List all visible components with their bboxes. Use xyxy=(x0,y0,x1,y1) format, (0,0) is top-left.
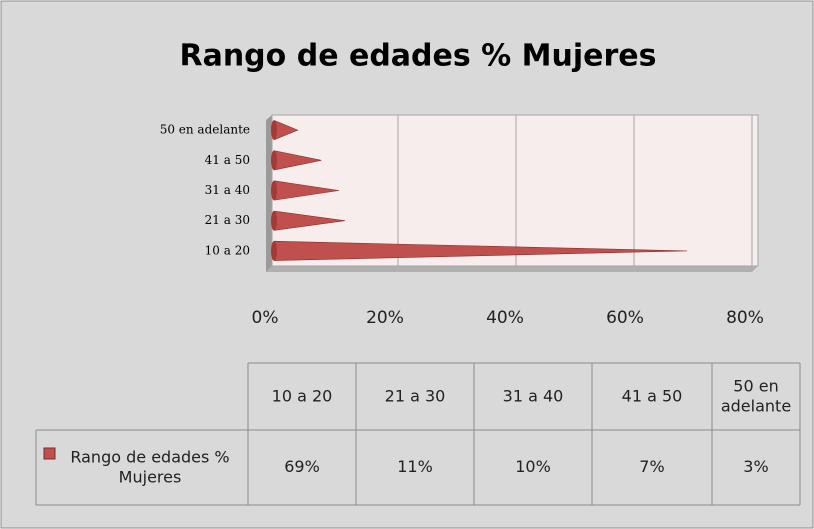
table-value: 11% xyxy=(397,457,433,476)
y-tick-label: 41 a 50 xyxy=(205,153,250,167)
table-value: 7% xyxy=(639,457,664,476)
x-tick-label: 80% xyxy=(726,308,764,328)
plot: 0% 20% 40% 60% 80% 10 a 20 21 a 30 31 a 40 41 a … xyxy=(160,115,764,328)
y-tick-label: 10 a 20 xyxy=(205,243,250,257)
y-tick-label: 31 a 40 xyxy=(205,183,250,197)
bar-base xyxy=(271,211,277,231)
table-value: 3% xyxy=(743,457,768,476)
x-tick-label: 20% xyxy=(366,308,404,328)
table-value: 69% xyxy=(284,457,320,476)
legend-label: Rango de edades % Mujeres xyxy=(70,447,229,486)
table-header: 10 a 20 xyxy=(272,386,333,405)
table-value: 10% xyxy=(515,457,551,476)
side-wall xyxy=(266,115,272,272)
y-tick-label: 21 a 30 xyxy=(205,213,250,227)
table-header: 50 en adelante xyxy=(721,376,791,415)
plot-area xyxy=(271,114,759,267)
data-table: 10 a 20 69% 21 a 30 11% 31 a 40 10% 41 a 50 7% 5… xyxy=(35,362,801,506)
floor xyxy=(266,266,758,272)
chart-title: Rango de edades % Mujeres xyxy=(179,39,656,74)
bar-base xyxy=(271,150,277,170)
table-header: 31 a 40 xyxy=(503,386,564,405)
bar-base xyxy=(271,241,277,261)
bar-base xyxy=(271,180,277,201)
y-tick-label: 50 en adelante xyxy=(160,123,250,137)
x-tick-label: 40% xyxy=(486,308,524,328)
table-header: 21 a 30 xyxy=(385,386,446,405)
x-tick-label: 0% xyxy=(252,308,279,328)
legend-key xyxy=(43,447,56,460)
x-tick-label: 60% xyxy=(606,308,644,328)
table-header: 41 a 50 xyxy=(622,386,683,405)
bar-base xyxy=(271,120,277,140)
